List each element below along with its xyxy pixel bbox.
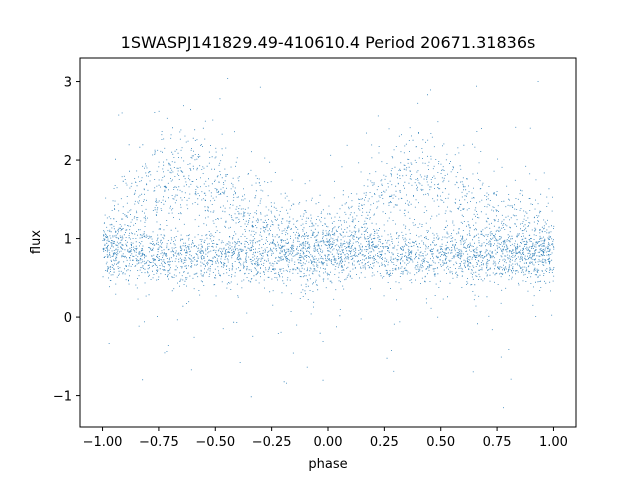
y-tick-label: 0 xyxy=(64,311,72,326)
data-points xyxy=(102,78,555,409)
x-tick-label: 0.00 xyxy=(314,435,343,450)
y-axis-label: flux xyxy=(29,230,44,254)
y-axis: −1 0 1 2 3 xyxy=(53,76,80,405)
x-axis: −1.00 −0.75 −0.50 −0.25 0.00 0.25 0.50 0.75 1.00 xyxy=(83,427,568,450)
y-tick-label: 3 xyxy=(64,76,72,91)
x-axis-label: phase xyxy=(308,457,347,472)
x-tick-label: 0.25 xyxy=(370,435,399,450)
x-tick-label: 0.75 xyxy=(483,435,512,450)
x-tick-label: −1.00 xyxy=(83,435,123,450)
x-tick-label: −0.50 xyxy=(195,435,235,450)
x-tick-label: 0.50 xyxy=(426,435,455,450)
x-tick-label: −0.25 xyxy=(252,435,292,450)
y-tick-label: 1 xyxy=(64,233,72,248)
x-tick-label: −0.75 xyxy=(139,435,179,450)
scatter-points xyxy=(102,78,555,409)
y-tick-label: 2 xyxy=(64,154,72,169)
x-tick-label: 1.00 xyxy=(539,435,568,450)
chart-title: 1SWASPJ141829.49-410610.4 Period 20671.3… xyxy=(121,33,536,52)
y-tick-label: −1 xyxy=(53,390,72,405)
